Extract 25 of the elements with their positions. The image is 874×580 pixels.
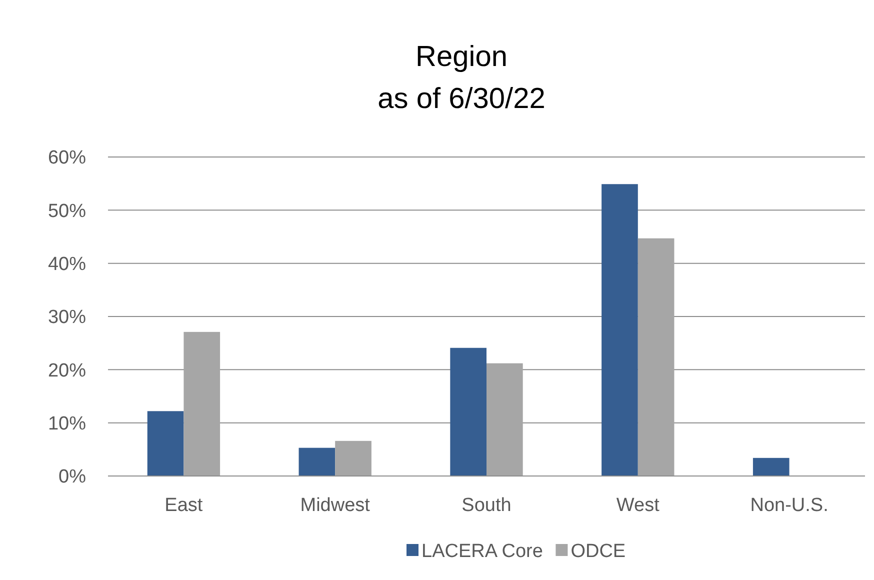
bar: [298, 448, 336, 476]
bar: [335, 440, 372, 476]
y-tick-label: 0%: [58, 466, 86, 488]
x-tick-label: East: [164, 495, 204, 516]
legend-label: ODCE: [570, 541, 626, 562]
y-tick-label: 50%: [48, 200, 86, 222]
y-tick-label: 40%: [48, 254, 86, 275]
bar: [486, 363, 523, 476]
x-tick-label: West: [616, 495, 660, 516]
x-tick-label: South: [462, 495, 512, 516]
bar: [184, 332, 220, 476]
y-tick-label: 20%: [48, 360, 86, 382]
x-tick-label: Midwest: [300, 495, 371, 516]
x-tick-label: Non-U.S.: [750, 495, 828, 516]
y-tick-label: 30%: [48, 307, 86, 328]
bar: [638, 238, 674, 476]
legend-label: LACERA Core: [422, 541, 543, 562]
y-tick-label: 60%: [48, 148, 86, 169]
chart-subtitle: as of 6/30/22: [378, 83, 546, 115]
bar: [602, 184, 638, 476]
chart-title: Region: [416, 41, 508, 73]
bar: [147, 411, 184, 476]
y-tick-label: 10%: [48, 413, 86, 434]
bar: [450, 348, 486, 476]
bar: [752, 458, 790, 476]
